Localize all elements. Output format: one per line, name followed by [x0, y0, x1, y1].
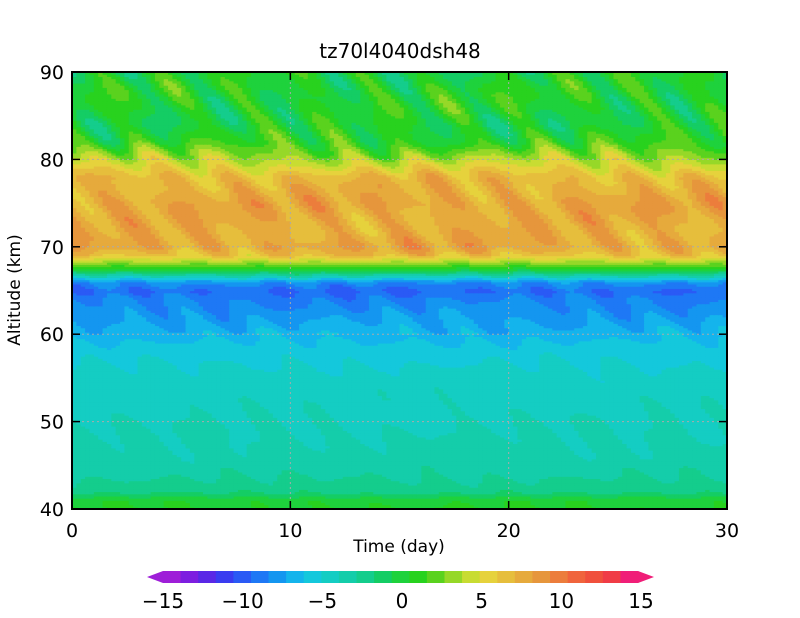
heatmap-field [72, 72, 728, 510]
chart-title: tz70l4040dsh48 [319, 39, 480, 63]
